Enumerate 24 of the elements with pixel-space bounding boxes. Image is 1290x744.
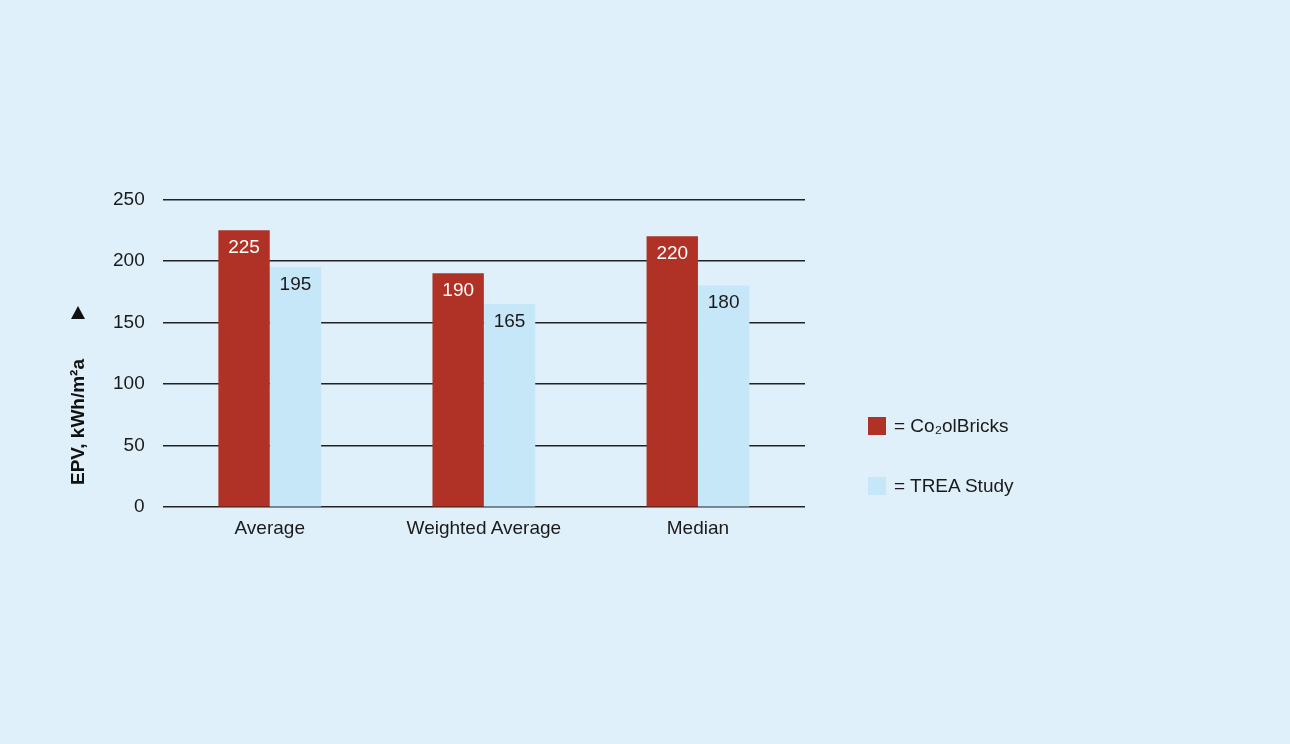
data-label: 180 [707,291,740,313]
y-tick-label: 250 [113,187,145,209]
bar [646,236,698,507]
legend-label: = Co₂olBricks [894,415,1009,437]
bar [218,230,270,507]
data-label: 220 [656,242,689,264]
y-tick-label: 0 [134,495,145,517]
data-label: 190 [442,279,475,301]
bar [483,304,536,507]
legend-label: = TREA Study [894,475,1014,497]
y-axis-title: EPV, kWh/m²a [67,358,89,486]
y-tick-label: 100 [113,372,145,394]
data-label: 225 [228,235,260,257]
y-tick-label: 200 [113,249,145,271]
data-label: 195 [279,272,312,294]
bar [697,285,750,507]
bar [269,267,322,507]
x-tick-label: Median [666,516,730,538]
data-label: 165 [493,309,526,331]
bar [432,273,484,507]
y-tick-label: 150 [113,310,145,332]
x-tick-label: Average [234,516,305,538]
x-tick-label: Weighted Average [406,516,562,538]
y-tick-label: 50 [123,433,145,455]
